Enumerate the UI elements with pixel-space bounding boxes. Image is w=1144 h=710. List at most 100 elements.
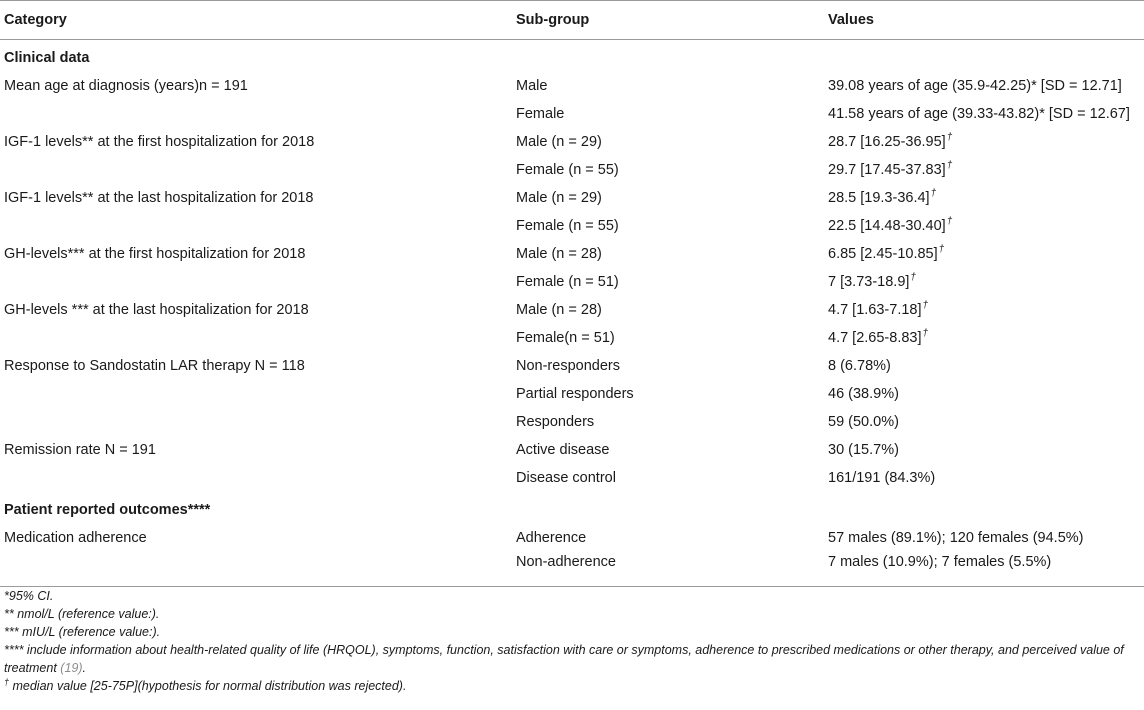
value-cell: 161/191 (84.3%) bbox=[824, 464, 1144, 492]
sub-group-cell: Male (n = 29) bbox=[512, 128, 824, 156]
value-cell: 7 [3.73-18.9]† bbox=[824, 268, 1144, 296]
value-cell: 41.58 years of age (39.33-43.82)* [SD = … bbox=[824, 100, 1144, 128]
table-row: Female (n = 51) 7 [3.73-18.9]† bbox=[0, 268, 1144, 296]
value-cell-text: 4.7 [2.65-8.83] bbox=[828, 330, 922, 346]
sub-group-cell-text: Non-adherence bbox=[516, 554, 616, 570]
category-cell: Clinical data bbox=[0, 40, 512, 73]
category-cell-text: GH-levels *** at the last hospitalizatio… bbox=[4, 302, 309, 318]
sub-group-cell: Responders bbox=[512, 408, 824, 436]
value-cell: 39.08 years of age (35.9-42.25)* [SD = 1… bbox=[824, 72, 1144, 100]
value-cell-text: 39.08 years of age (35.9-42.25)* [SD = 1… bbox=[828, 78, 1122, 94]
data-table: Category Sub-group Values Clinical data M… bbox=[0, 0, 1144, 587]
sub-group-cell: Non-responders bbox=[512, 352, 824, 380]
dagger-mark: † bbox=[910, 272, 916, 284]
category-cell-text: IGF-1 levels** at the last hospitalizati… bbox=[4, 190, 314, 206]
category-cell-text: Medication adherence bbox=[4, 530, 147, 546]
section-row: Patient reported outcomes**** bbox=[0, 492, 1144, 524]
sub-group-cell-text: Male (n = 29) bbox=[516, 190, 602, 206]
value-cell-text: 29.7 [17.45-37.83] bbox=[828, 162, 946, 178]
category-cell: Response to Sandostatin LAR therapy N = … bbox=[0, 352, 512, 380]
category-cell-text: Remission rate N = 191 bbox=[4, 442, 156, 458]
category-cell: IGF-1 levels** at the last hospitalizati… bbox=[0, 184, 512, 212]
sub-group-cell: Active disease bbox=[512, 436, 824, 464]
category-cell bbox=[0, 552, 512, 587]
category-cell bbox=[0, 324, 512, 352]
sub-group-cell-text: Non-responders bbox=[516, 358, 620, 374]
table-row: Non-adherence 7 males (10.9%); 7 females … bbox=[0, 552, 1144, 587]
category-cell bbox=[0, 380, 512, 408]
category-cell bbox=[0, 156, 512, 184]
sub-group-cell: Disease control bbox=[512, 464, 824, 492]
sub-group-cell-text: Active disease bbox=[516, 442, 610, 458]
value-cell-text: 59 (50.0%) bbox=[828, 414, 899, 430]
header-row: Category Sub-group Values bbox=[0, 0, 1144, 40]
value-cell: 29.7 [17.45-37.83]† bbox=[824, 156, 1144, 184]
category-cell bbox=[0, 100, 512, 128]
dagger-mark: † bbox=[946, 160, 953, 172]
value-cell bbox=[824, 492, 1144, 524]
sub-group-cell-text: Disease control bbox=[516, 470, 616, 486]
value-cell-text: 57 males (89.1%); 120 females (94.5%) bbox=[828, 530, 1084, 546]
sub-group-cell-text: Female(n = 51) bbox=[516, 330, 615, 346]
sub-group-cell: Female (n = 55) bbox=[512, 212, 824, 240]
category-cell-text: Patient reported outcomes**** bbox=[4, 502, 211, 518]
table-row: GH-levels*** at the first hospitalizatio… bbox=[0, 240, 1144, 268]
table-row: Partial responders 46 (38.9%) bbox=[0, 380, 1144, 408]
category-cell bbox=[0, 408, 512, 436]
sub-group-cell-text: Female (n = 51) bbox=[516, 274, 619, 290]
footnote-gh-unit: *** mIU/L (reference value:). bbox=[4, 625, 161, 639]
value-cell-text: 7 males (10.9%); 7 females (5.5%) bbox=[828, 554, 1052, 570]
table-row: Response to Sandostatin LAR therapy N = … bbox=[0, 352, 1144, 380]
value-cell: 8 (6.78%) bbox=[824, 352, 1144, 380]
sub-group-cell-text: Male (n = 28) bbox=[516, 246, 602, 262]
value-cell: 7 males (10.9%); 7 females (5.5%) bbox=[824, 552, 1144, 587]
sub-group-cell: Female (n = 51) bbox=[512, 268, 824, 296]
value-cell-text: 22.5 [14.48-30.40] bbox=[828, 218, 946, 234]
category-cell: Remission rate N = 191 bbox=[0, 436, 512, 464]
table-row: Female (n = 55) 22.5 [14.48-30.40]† bbox=[0, 212, 1144, 240]
sub-group-cell bbox=[512, 40, 824, 73]
category-cell: GH-levels *** at the last hospitalizatio… bbox=[0, 296, 512, 324]
table-row: IGF-1 levels** at the first hospitalizat… bbox=[0, 128, 1144, 156]
value-cell: 4.7 [2.65-8.83]† bbox=[824, 324, 1144, 352]
value-cell: 22.5 [14.48-30.40]† bbox=[824, 212, 1144, 240]
table-row: IGF-1 levels** at the last hospitalizati… bbox=[0, 184, 1144, 212]
value-cell-text: 46 (38.9%) bbox=[828, 386, 899, 402]
sub-group-cell-text: Female (n = 55) bbox=[516, 162, 619, 178]
reference-link[interactable]: (19) bbox=[60, 661, 83, 675]
category-cell bbox=[0, 464, 512, 492]
dagger-mark: † bbox=[922, 300, 929, 312]
category-cell-text: Mean age at diagnosis (years)n = 191 bbox=[4, 78, 248, 94]
sub-group-cell-text: Male (n = 29) bbox=[516, 134, 602, 150]
header-values: Values bbox=[824, 0, 1144, 40]
header-category: Category bbox=[0, 0, 512, 40]
value-cell-text: 8 (6.78%) bbox=[828, 358, 891, 374]
sub-group-cell: Male (n = 29) bbox=[512, 184, 824, 212]
table-body: Clinical data Mean age at diagnosis (year… bbox=[0, 40, 1144, 587]
value-cell: 30 (15.7%) bbox=[824, 436, 1144, 464]
value-cell: 46 (38.9%) bbox=[824, 380, 1144, 408]
footnote-igf-unit: ** nmol/L (reference value:). bbox=[4, 607, 160, 621]
value-cell-text: 7 [3.73-18.9] bbox=[828, 274, 910, 290]
sub-group-cell: Male (n = 28) bbox=[512, 240, 824, 268]
table-row: Responders 59 (50.0%) bbox=[0, 408, 1144, 436]
category-cell bbox=[0, 268, 512, 296]
header-sub-group: Sub-group bbox=[512, 0, 824, 40]
value-cell-text: 41.58 years of age (39.33-43.82)* [SD = … bbox=[828, 106, 1130, 122]
table-row: Female(n = 51) 4.7 [2.65-8.83]† bbox=[0, 324, 1144, 352]
value-cell-text: 161/191 (84.3%) bbox=[828, 470, 936, 486]
category-cell: Patient reported outcomes**** bbox=[0, 492, 512, 524]
footnote-pro: **** include information about health-re… bbox=[4, 641, 1140, 677]
sub-group-cell: Adherence bbox=[512, 524, 824, 552]
sub-group-cell-text: Male bbox=[516, 78, 548, 94]
footnotes: *95% CI. ** nmol/L (reference value:). *… bbox=[4, 587, 1140, 695]
value-cell-text: 28.7 [16.25-36.95] bbox=[828, 134, 946, 150]
sub-group-cell-text: Partial responders bbox=[516, 386, 634, 402]
category-cell-text: GH-levels*** at the first hospitalizatio… bbox=[4, 246, 306, 262]
table-row: Mean age at diagnosis (years)n = 191 Male… bbox=[0, 72, 1144, 100]
value-cell bbox=[824, 40, 1144, 73]
category-cell: GH-levels*** at the first hospitalizatio… bbox=[0, 240, 512, 268]
sub-group-cell-text: Adherence bbox=[516, 530, 587, 546]
table-row: Medication adherence Adherence 57 males (8… bbox=[0, 524, 1144, 552]
